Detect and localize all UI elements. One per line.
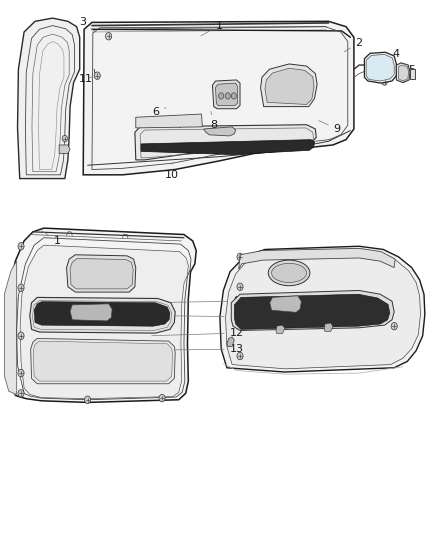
Polygon shape xyxy=(366,54,394,81)
Circle shape xyxy=(237,283,243,290)
Text: 11: 11 xyxy=(79,74,93,84)
Polygon shape xyxy=(67,255,136,292)
Text: 8: 8 xyxy=(210,111,217,130)
Text: 1: 1 xyxy=(201,21,223,36)
Text: 5: 5 xyxy=(401,66,415,75)
Ellipse shape xyxy=(268,260,310,286)
Text: 9: 9 xyxy=(319,120,341,134)
Polygon shape xyxy=(30,297,175,333)
Circle shape xyxy=(18,284,24,292)
Polygon shape xyxy=(70,259,133,289)
Polygon shape xyxy=(18,18,80,179)
Text: 9: 9 xyxy=(149,296,240,306)
Polygon shape xyxy=(136,114,202,128)
Polygon shape xyxy=(31,338,175,384)
Circle shape xyxy=(159,394,165,402)
Text: 10: 10 xyxy=(147,312,244,321)
Polygon shape xyxy=(204,127,236,136)
Circle shape xyxy=(237,253,243,261)
Polygon shape xyxy=(270,296,301,312)
Text: 7: 7 xyxy=(176,116,184,130)
Text: 12: 12 xyxy=(152,328,244,338)
Polygon shape xyxy=(135,125,316,160)
Polygon shape xyxy=(261,64,317,107)
Polygon shape xyxy=(83,21,354,175)
Circle shape xyxy=(219,93,224,99)
Polygon shape xyxy=(59,145,70,154)
Polygon shape xyxy=(234,294,390,329)
Polygon shape xyxy=(410,69,415,79)
Circle shape xyxy=(63,147,67,152)
Circle shape xyxy=(18,369,24,377)
Circle shape xyxy=(391,322,397,330)
Circle shape xyxy=(382,79,387,85)
Polygon shape xyxy=(20,245,188,399)
Text: 2: 2 xyxy=(344,38,363,52)
Text: 10: 10 xyxy=(165,163,179,180)
Text: 1: 1 xyxy=(42,231,60,246)
Circle shape xyxy=(18,243,24,250)
Text: 4: 4 xyxy=(385,50,400,62)
Polygon shape xyxy=(324,323,333,332)
Polygon shape xyxy=(227,337,234,346)
Polygon shape xyxy=(33,341,173,381)
Circle shape xyxy=(62,135,67,142)
Circle shape xyxy=(18,332,24,340)
Polygon shape xyxy=(231,290,394,330)
Polygon shape xyxy=(239,248,395,269)
Text: 6: 6 xyxy=(152,107,166,117)
Polygon shape xyxy=(70,304,112,321)
Text: 13: 13 xyxy=(110,344,244,354)
Circle shape xyxy=(85,396,91,403)
Polygon shape xyxy=(141,140,314,155)
Circle shape xyxy=(94,72,100,79)
Text: 3: 3 xyxy=(79,18,95,31)
Polygon shape xyxy=(396,63,410,83)
Polygon shape xyxy=(34,302,170,326)
Polygon shape xyxy=(364,52,396,83)
Circle shape xyxy=(225,93,230,99)
Polygon shape xyxy=(399,65,409,81)
Polygon shape xyxy=(4,261,17,394)
Polygon shape xyxy=(265,68,314,104)
Circle shape xyxy=(18,390,24,397)
Circle shape xyxy=(231,93,237,99)
Circle shape xyxy=(237,317,243,325)
Circle shape xyxy=(237,352,243,360)
Polygon shape xyxy=(215,83,237,106)
Ellipse shape xyxy=(272,263,307,282)
Polygon shape xyxy=(276,325,285,334)
Circle shape xyxy=(106,33,112,40)
Polygon shape xyxy=(220,246,425,372)
Polygon shape xyxy=(7,228,196,402)
Polygon shape xyxy=(226,250,420,369)
Polygon shape xyxy=(212,80,240,109)
